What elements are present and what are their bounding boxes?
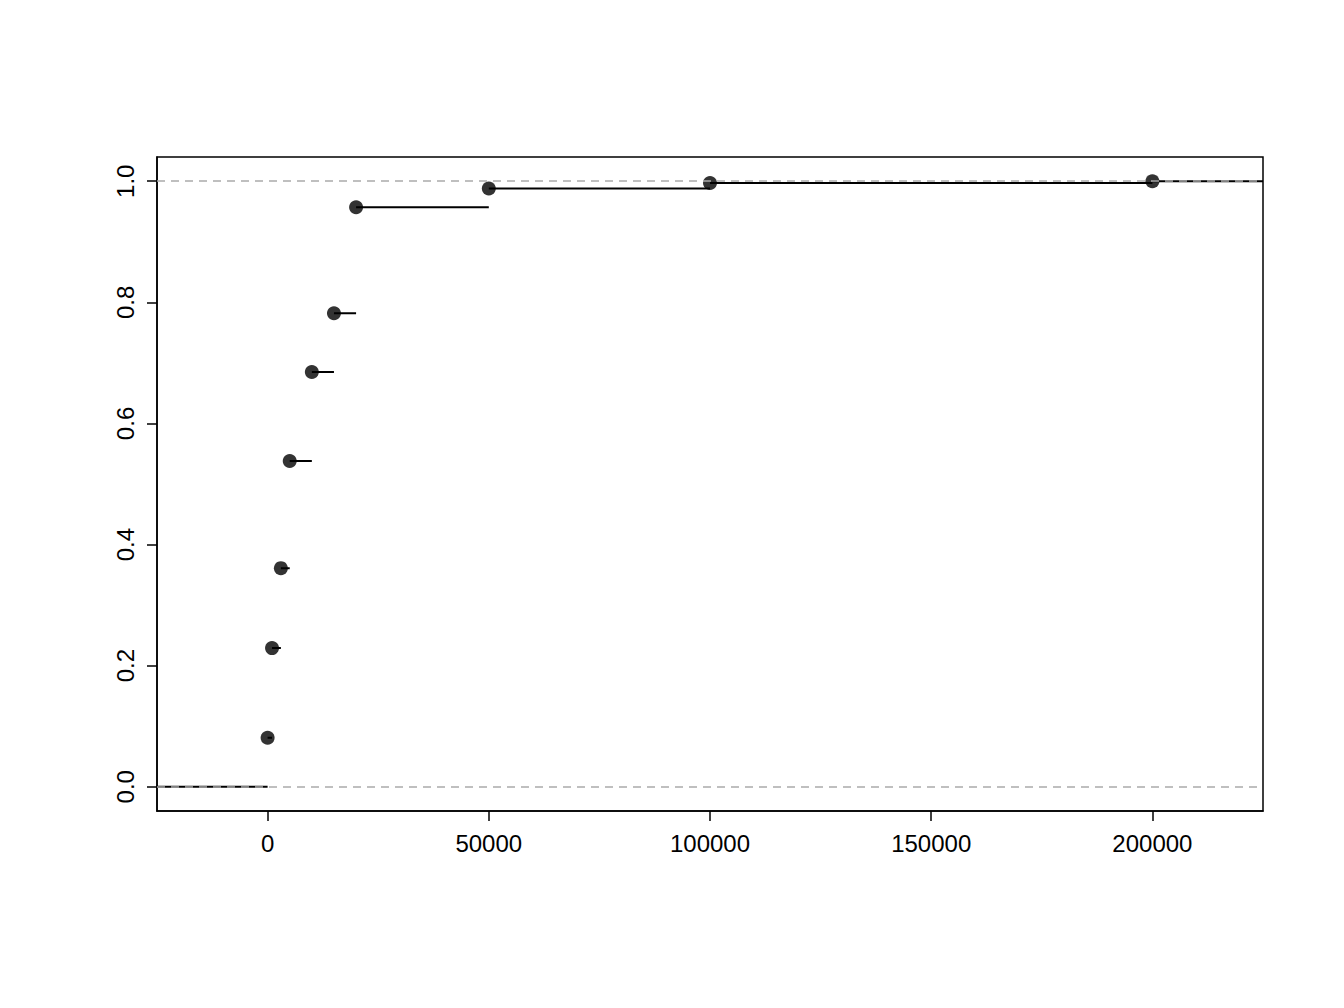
- svg-text:100000: 100000: [670, 830, 750, 857]
- svg-text:200000: 200000: [1112, 830, 1192, 857]
- svg-text:50000: 50000: [455, 830, 522, 857]
- svg-text:150000: 150000: [891, 830, 971, 857]
- svg-text:0.2: 0.2: [112, 649, 139, 682]
- svg-text:0.8: 0.8: [112, 286, 139, 319]
- svg-text:0.0: 0.0: [112, 770, 139, 803]
- svg-text:0: 0: [261, 830, 274, 857]
- svg-text:0.4: 0.4: [112, 528, 139, 561]
- svg-text:0.6: 0.6: [112, 407, 139, 440]
- svg-text:1.0: 1.0: [112, 165, 139, 198]
